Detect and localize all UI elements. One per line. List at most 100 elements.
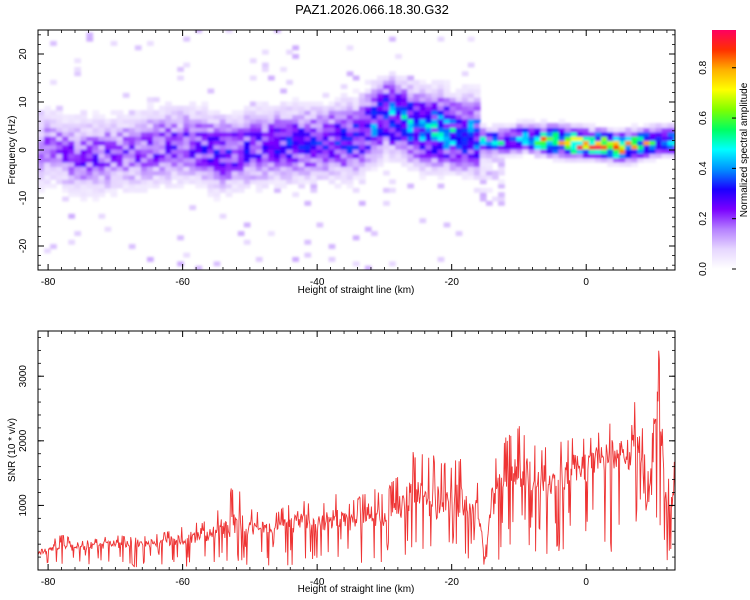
spectrogram-cell <box>74 231 81 236</box>
spectrogram-cell <box>522 149 529 154</box>
spectrogram-cell <box>74 179 81 185</box>
spectrogram-cell <box>352 140 360 146</box>
spectrogram-cell <box>431 136 439 141</box>
spectrogram-cell <box>304 149 312 154</box>
spectrogram-cell <box>607 127 614 133</box>
spectrogram-cell <box>431 84 439 90</box>
spectrogram-cell <box>407 140 414 146</box>
spectrogram-cell <box>213 153 221 159</box>
spectrogram-cell <box>207 183 215 189</box>
spectrogram-cell <box>637 140 644 146</box>
spectrogram-cell <box>534 153 542 159</box>
spectrogram-cell <box>407 92 414 98</box>
spectrogram-cell <box>243 144 251 150</box>
spectrogram-cell <box>213 183 221 189</box>
spectrogram-cell <box>352 144 360 150</box>
spectrogram-cell <box>280 153 287 159</box>
y-tick-label: 2000 <box>18 429 29 452</box>
spectrogram-cell <box>80 153 88 159</box>
spectrogram-cell <box>147 110 154 116</box>
spectrogram-cell <box>498 136 505 141</box>
spectrogram-cell <box>340 101 348 107</box>
spectrogram-cell <box>128 166 136 172</box>
spectrogram-cell <box>62 157 69 163</box>
spectrogram-cell <box>274 144 281 150</box>
spectrogram-cell <box>122 157 130 163</box>
spectrogram-cell <box>492 140 499 146</box>
spectrogram-cell <box>431 162 439 167</box>
spectrogram-cell <box>419 153 427 159</box>
spectrogram-cell <box>274 140 281 146</box>
spectrogram-cell <box>364 123 372 128</box>
spectrogram-cell <box>225 187 233 193</box>
spectrogram-cell <box>419 127 427 133</box>
spectrogram-cell <box>280 157 287 163</box>
spectrogram-cell <box>128 140 136 146</box>
spectrogram-cell <box>419 110 427 116</box>
spectrogram-cell <box>437 79 445 85</box>
spectrogram-cell <box>619 136 626 141</box>
spectrogram-cell <box>98 162 106 167</box>
spectrogram-cell <box>38 114 45 120</box>
spectrogram-cell <box>249 123 257 128</box>
spectrogram-cell <box>316 153 324 159</box>
spectrogram-cell <box>510 140 517 146</box>
spectrogram-cell <box>437 97 445 103</box>
spectrogram-cell <box>262 149 269 154</box>
spectrogram-cell <box>153 179 160 185</box>
spectrogram-cell <box>268 136 275 141</box>
spectrogram-cell <box>62 136 69 141</box>
spectrogram-cell <box>38 175 45 180</box>
spectrogram-cell <box>201 101 209 107</box>
spectrogram-cell <box>340 84 348 90</box>
spectrogram-cell <box>310 123 318 128</box>
spectrogram-cell <box>165 179 172 185</box>
spectrogram-cell <box>437 105 445 111</box>
spectrogram-cell <box>134 140 142 146</box>
spectrogram-cell <box>86 149 94 154</box>
spectrogram-cell <box>346 183 354 189</box>
spectrogram-cell <box>134 131 142 137</box>
spectrogram-cell <box>473 84 481 90</box>
spectrogram-cell <box>310 162 318 167</box>
spectrogram-cell <box>159 170 166 176</box>
spectrogram-cell <box>401 153 408 159</box>
spectrogram-cell <box>486 175 493 180</box>
spectrogram-cell <box>243 153 251 159</box>
spectrogram-cell <box>225 118 233 124</box>
spectrogram-cell <box>540 127 548 133</box>
spectrogram-cell <box>237 123 245 128</box>
spectrogram-cell <box>92 162 100 167</box>
spectrogram-cell <box>455 162 463 167</box>
spectrogram-cell <box>98 183 106 189</box>
spectrogram-cell <box>189 144 196 150</box>
spectrogram-cell <box>292 257 299 262</box>
spectrogram-cell <box>377 136 384 141</box>
spectrogram-cell <box>122 123 130 128</box>
spectrogram-cell <box>207 179 215 185</box>
spectrogram-cell <box>377 144 384 150</box>
colorbar-tick-label: 0.4 <box>698 161 709 175</box>
spectrogram-cell <box>249 105 257 111</box>
spectrogram-cell <box>316 136 324 141</box>
spectrogram-cell <box>159 166 166 172</box>
spectrogram-cell <box>171 183 178 189</box>
spectrogram-cell <box>153 97 160 103</box>
spectrogram-cell <box>286 136 293 141</box>
spectrogram-cell <box>286 101 293 107</box>
spectrogram-cell <box>383 170 390 176</box>
spectrogram-cell <box>570 149 578 154</box>
spectrogram-cell <box>183 114 190 120</box>
spectrogram-cell <box>346 118 354 124</box>
spectrogram-cell <box>298 157 305 163</box>
spectrogram-cell <box>401 123 408 128</box>
spectrogram-cell <box>467 166 475 172</box>
spectrogram-cell <box>364 153 372 159</box>
spectrogram-cell <box>62 179 69 185</box>
spectrogram-cell <box>371 136 378 141</box>
spectrogram-cell <box>371 127 378 133</box>
x-tick-label: -80 <box>41 277 56 288</box>
spectrogram-cell <box>249 179 257 185</box>
spectrogram-cell <box>437 36 445 42</box>
spectrogram-cell <box>140 183 148 189</box>
